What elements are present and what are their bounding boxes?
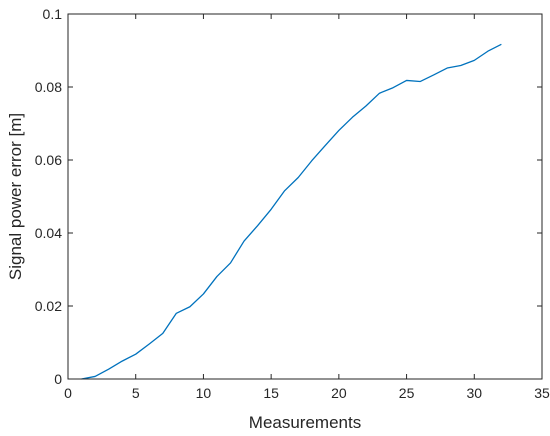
x-tick-label: 25 <box>399 385 415 401</box>
y-tick-label: 0.06 <box>35 152 62 168</box>
axes <box>67 13 543 380</box>
axes-box <box>67 13 543 380</box>
series-layer <box>81 43 502 380</box>
y-tick-label: 0 <box>54 371 62 387</box>
y-axis-title: Signal power error [m] <box>6 113 25 280</box>
plot-area <box>68 14 542 379</box>
y-tick-label: 0.08 <box>35 79 62 95</box>
y-tick-label: 0.04 <box>35 225 62 241</box>
x-tick-label: 15 <box>263 385 279 401</box>
x-tick-label: 35 <box>534 385 550 401</box>
ticks: 0 5 10 15 20 25 30 35 0 0.02 0.04 0.06 0.08 0.1 <box>35 6 550 401</box>
x-tick-label: 30 <box>466 385 482 401</box>
x-tick-label: 0 <box>64 385 72 401</box>
x-tick-label: 20 <box>331 385 347 401</box>
x-axis-title: Measurements <box>249 413 361 432</box>
x-tick-label: 5 <box>132 385 140 401</box>
y-tick-label: 0.1 <box>43 6 63 22</box>
x-tick-label: 10 <box>196 385 212 401</box>
series-line-1 <box>81 43 502 380</box>
y-tick-label: 0.02 <box>35 298 62 314</box>
